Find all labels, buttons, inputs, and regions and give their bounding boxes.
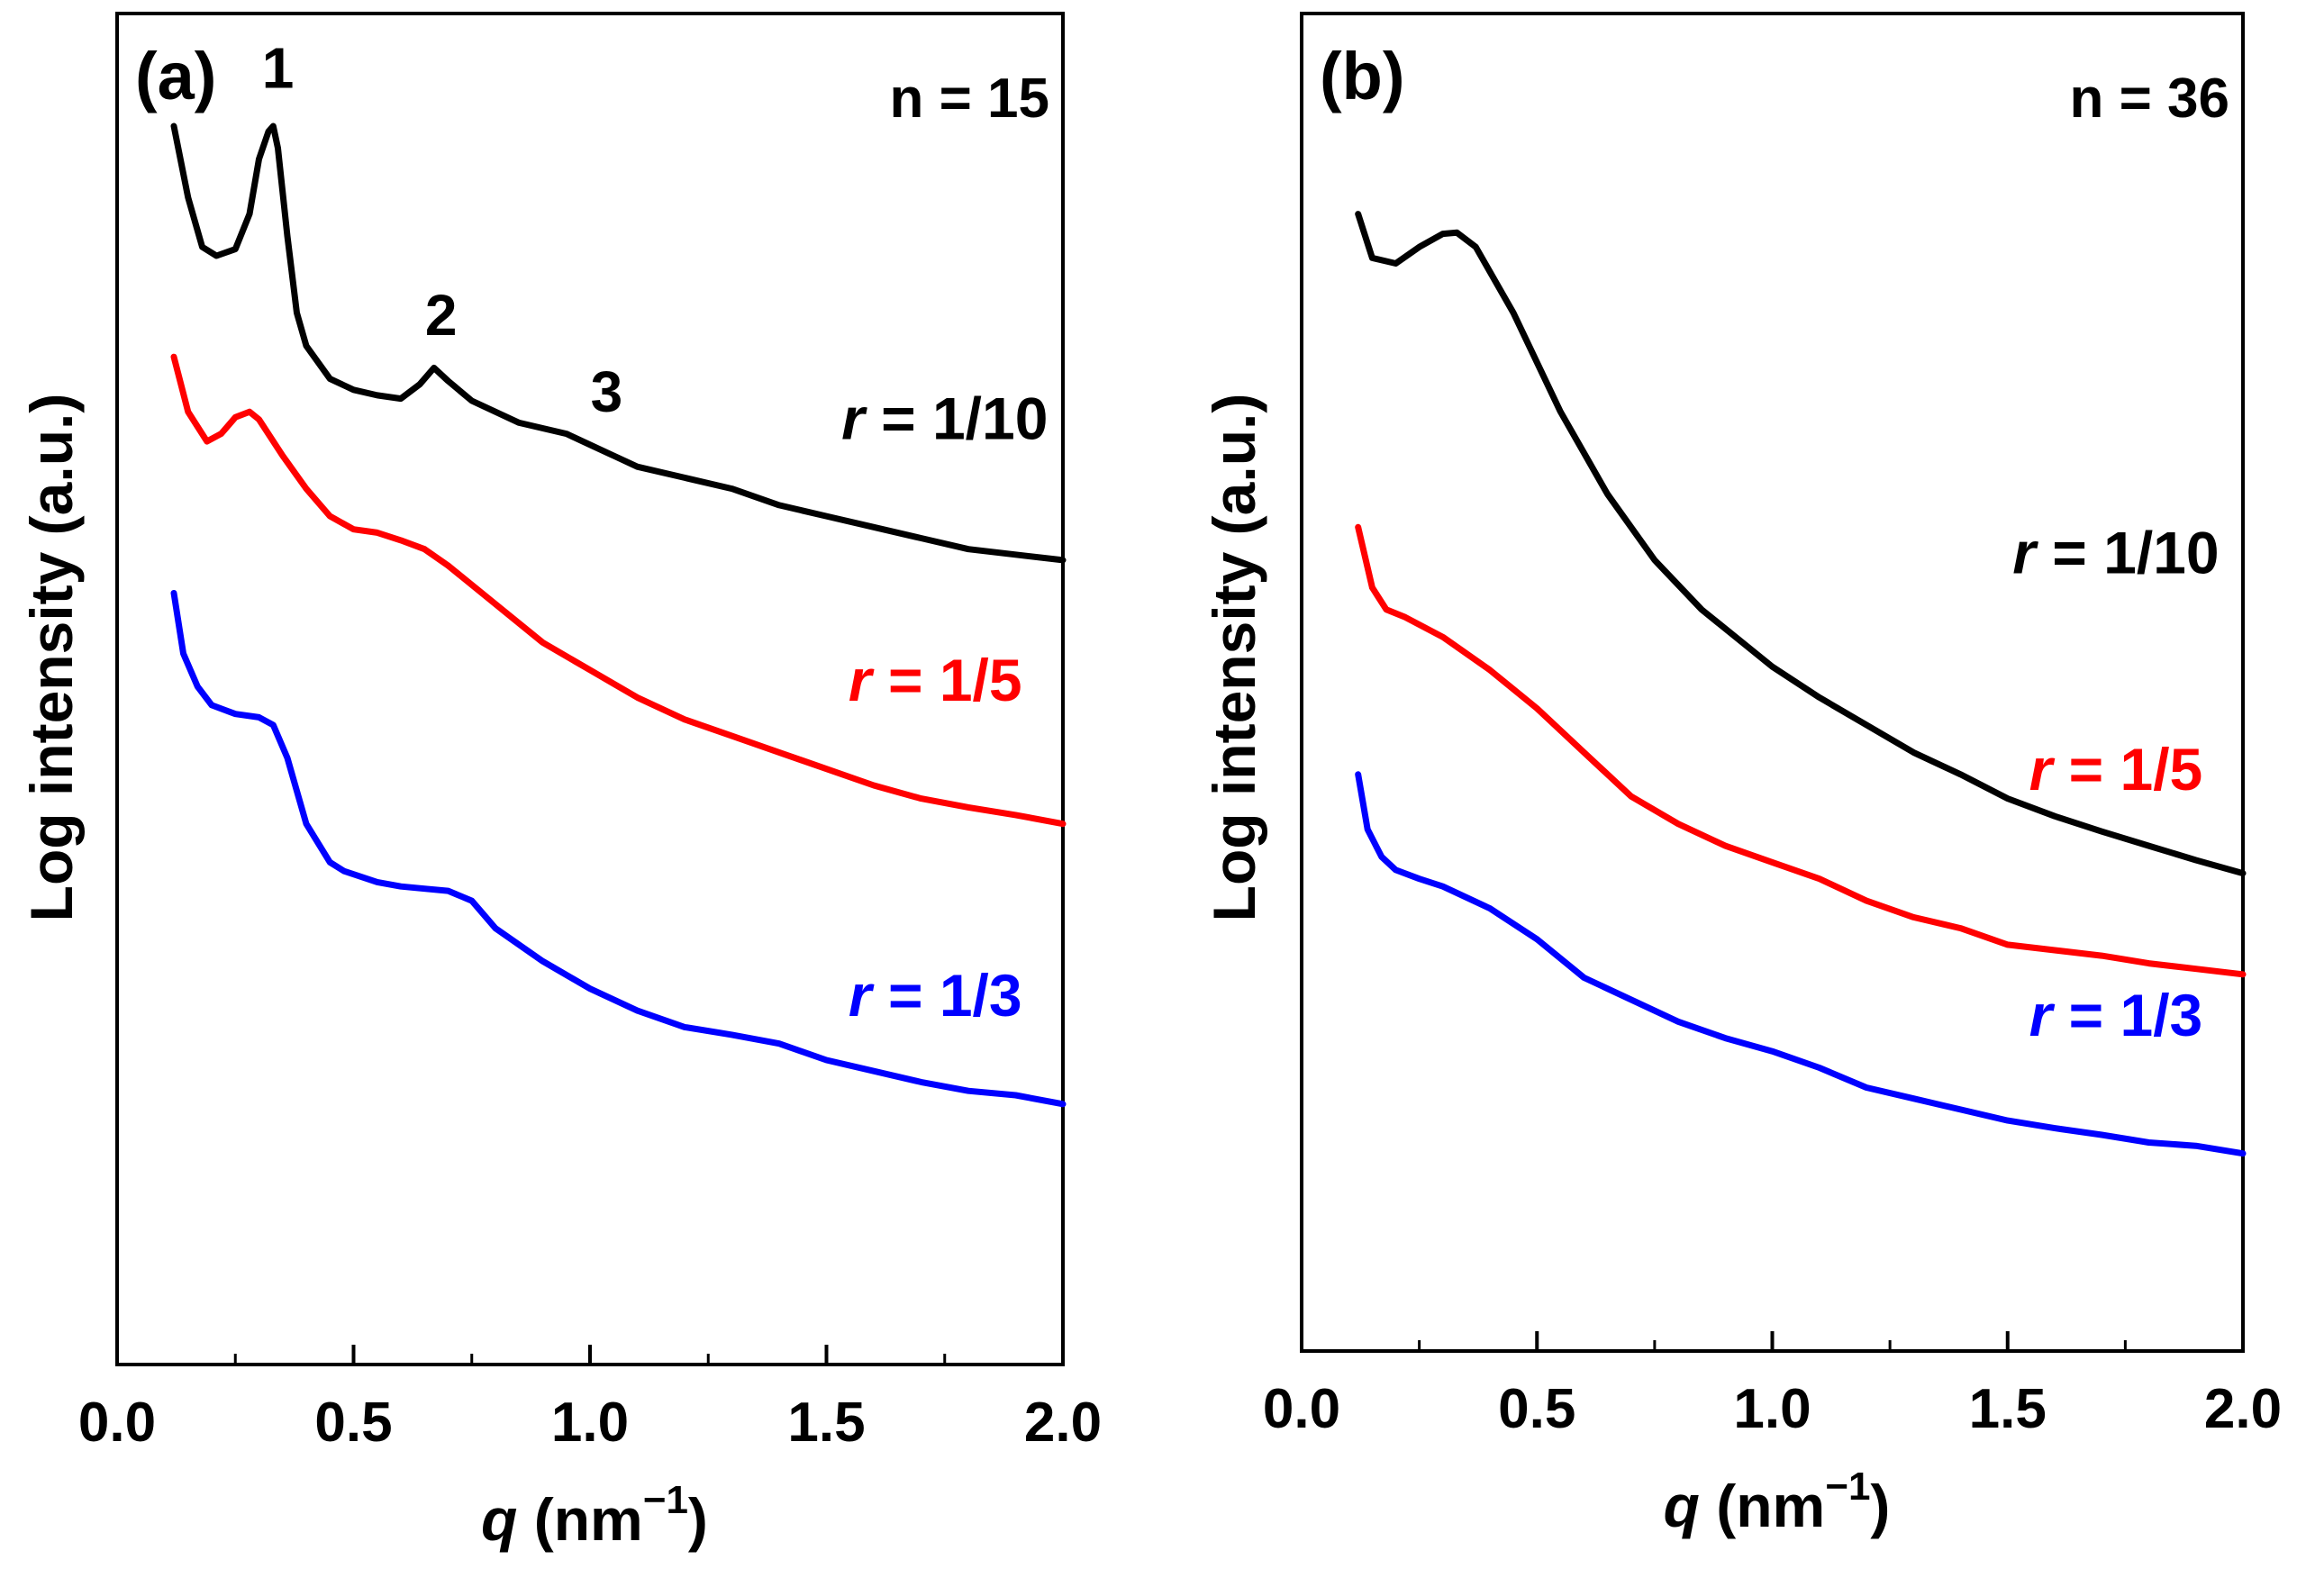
- plot-frame: [1300, 12, 2245, 1353]
- series-line-3: [1355, 771, 2247, 1157]
- series-label: r = 1/3: [849, 962, 1022, 1029]
- n-annotation: n = 36: [2070, 68, 2230, 130]
- x-tick-label: 0.5: [314, 1392, 392, 1454]
- x-axis-label-var: q: [481, 1486, 517, 1553]
- y-axis-label: Log intensity (a.u.): [1201, 394, 1267, 922]
- series-label-value: = 1/10: [865, 385, 1049, 452]
- x-tick-label: 0.0: [1263, 1378, 1340, 1440]
- y-axis-label: Log intensity (a.u.): [18, 394, 85, 922]
- series-label: r = 1/5: [849, 647, 1022, 713]
- series-line-1: [1355, 211, 2247, 877]
- series-label: r = 1/10: [2012, 520, 2219, 586]
- x-axis-label-var: q: [1664, 1473, 1700, 1539]
- x-tick-label: 1.0: [1733, 1378, 1811, 1440]
- x-axis-label-unit: (nm: [517, 1486, 642, 1553]
- x-tick-label: 2.0: [1024, 1392, 1102, 1454]
- panel-a: 0.0 0.5 1.0 1.5 2.0 q (nm−1) Log intensity (a.…: [18, 12, 1102, 1553]
- series-label-var: r: [2029, 982, 2056, 1048]
- series-label-value: = 1/5: [2052, 736, 2202, 803]
- peak-annotation: 2: [425, 283, 458, 348]
- x-tick-label: 1.5: [1969, 1378, 2047, 1440]
- x-tick-label: 2.0: [2204, 1378, 2282, 1440]
- series-label: r = 1/5: [2029, 736, 2203, 803]
- series-label-value: = 1/3: [872, 962, 1022, 1029]
- series-label: r = 1/10: [841, 385, 1048, 452]
- x-tick-label: 1.5: [787, 1392, 865, 1454]
- series-label-var: r: [2012, 520, 2038, 586]
- series-label: r = 1/3: [2029, 982, 2203, 1048]
- x-axis-label-unit: (nm: [1700, 1473, 1825, 1539]
- series-line-1: [170, 122, 1067, 564]
- x-axis-label: q (nm−1): [481, 1478, 708, 1553]
- panel-label: (b): [1320, 39, 1405, 113]
- peak-annotation: 3: [591, 359, 623, 424]
- n-annotation: n = 15: [890, 68, 1050, 130]
- series-line-2: [170, 353, 1067, 828]
- x-axis-label-close: ): [1870, 1473, 1890, 1539]
- series-label-var: r: [849, 962, 875, 1029]
- peak-annotation: 1: [262, 35, 295, 100]
- x-axis-label-exponent: −1: [1825, 1465, 1870, 1509]
- x-axis-label-exponent: −1: [643, 1478, 688, 1522]
- x-axis-label-close: ): [688, 1486, 708, 1553]
- x-tick-label: 0.5: [1498, 1378, 1575, 1440]
- x-tick-label: 0.0: [78, 1392, 156, 1454]
- x-tick-label: 1.0: [551, 1392, 629, 1454]
- series-label-var: r: [841, 385, 867, 452]
- series-line-2: [1355, 523, 2247, 978]
- series-label-var: r: [2029, 736, 2056, 803]
- series-label-value: = 1/10: [2036, 520, 2220, 586]
- series-label-var: r: [849, 647, 875, 713]
- series-label-value: = 1/3: [2052, 982, 2202, 1048]
- series-label-value: = 1/5: [872, 647, 1022, 713]
- panel-b: 0.0 0.5 1.0 1.5 2.0 q (nm−1) Log intensity (a.…: [1201, 12, 2282, 1539]
- x-axis-label: q (nm−1): [1664, 1465, 1891, 1539]
- panel-label: (a): [135, 39, 216, 113]
- series-line-3: [170, 590, 1067, 1108]
